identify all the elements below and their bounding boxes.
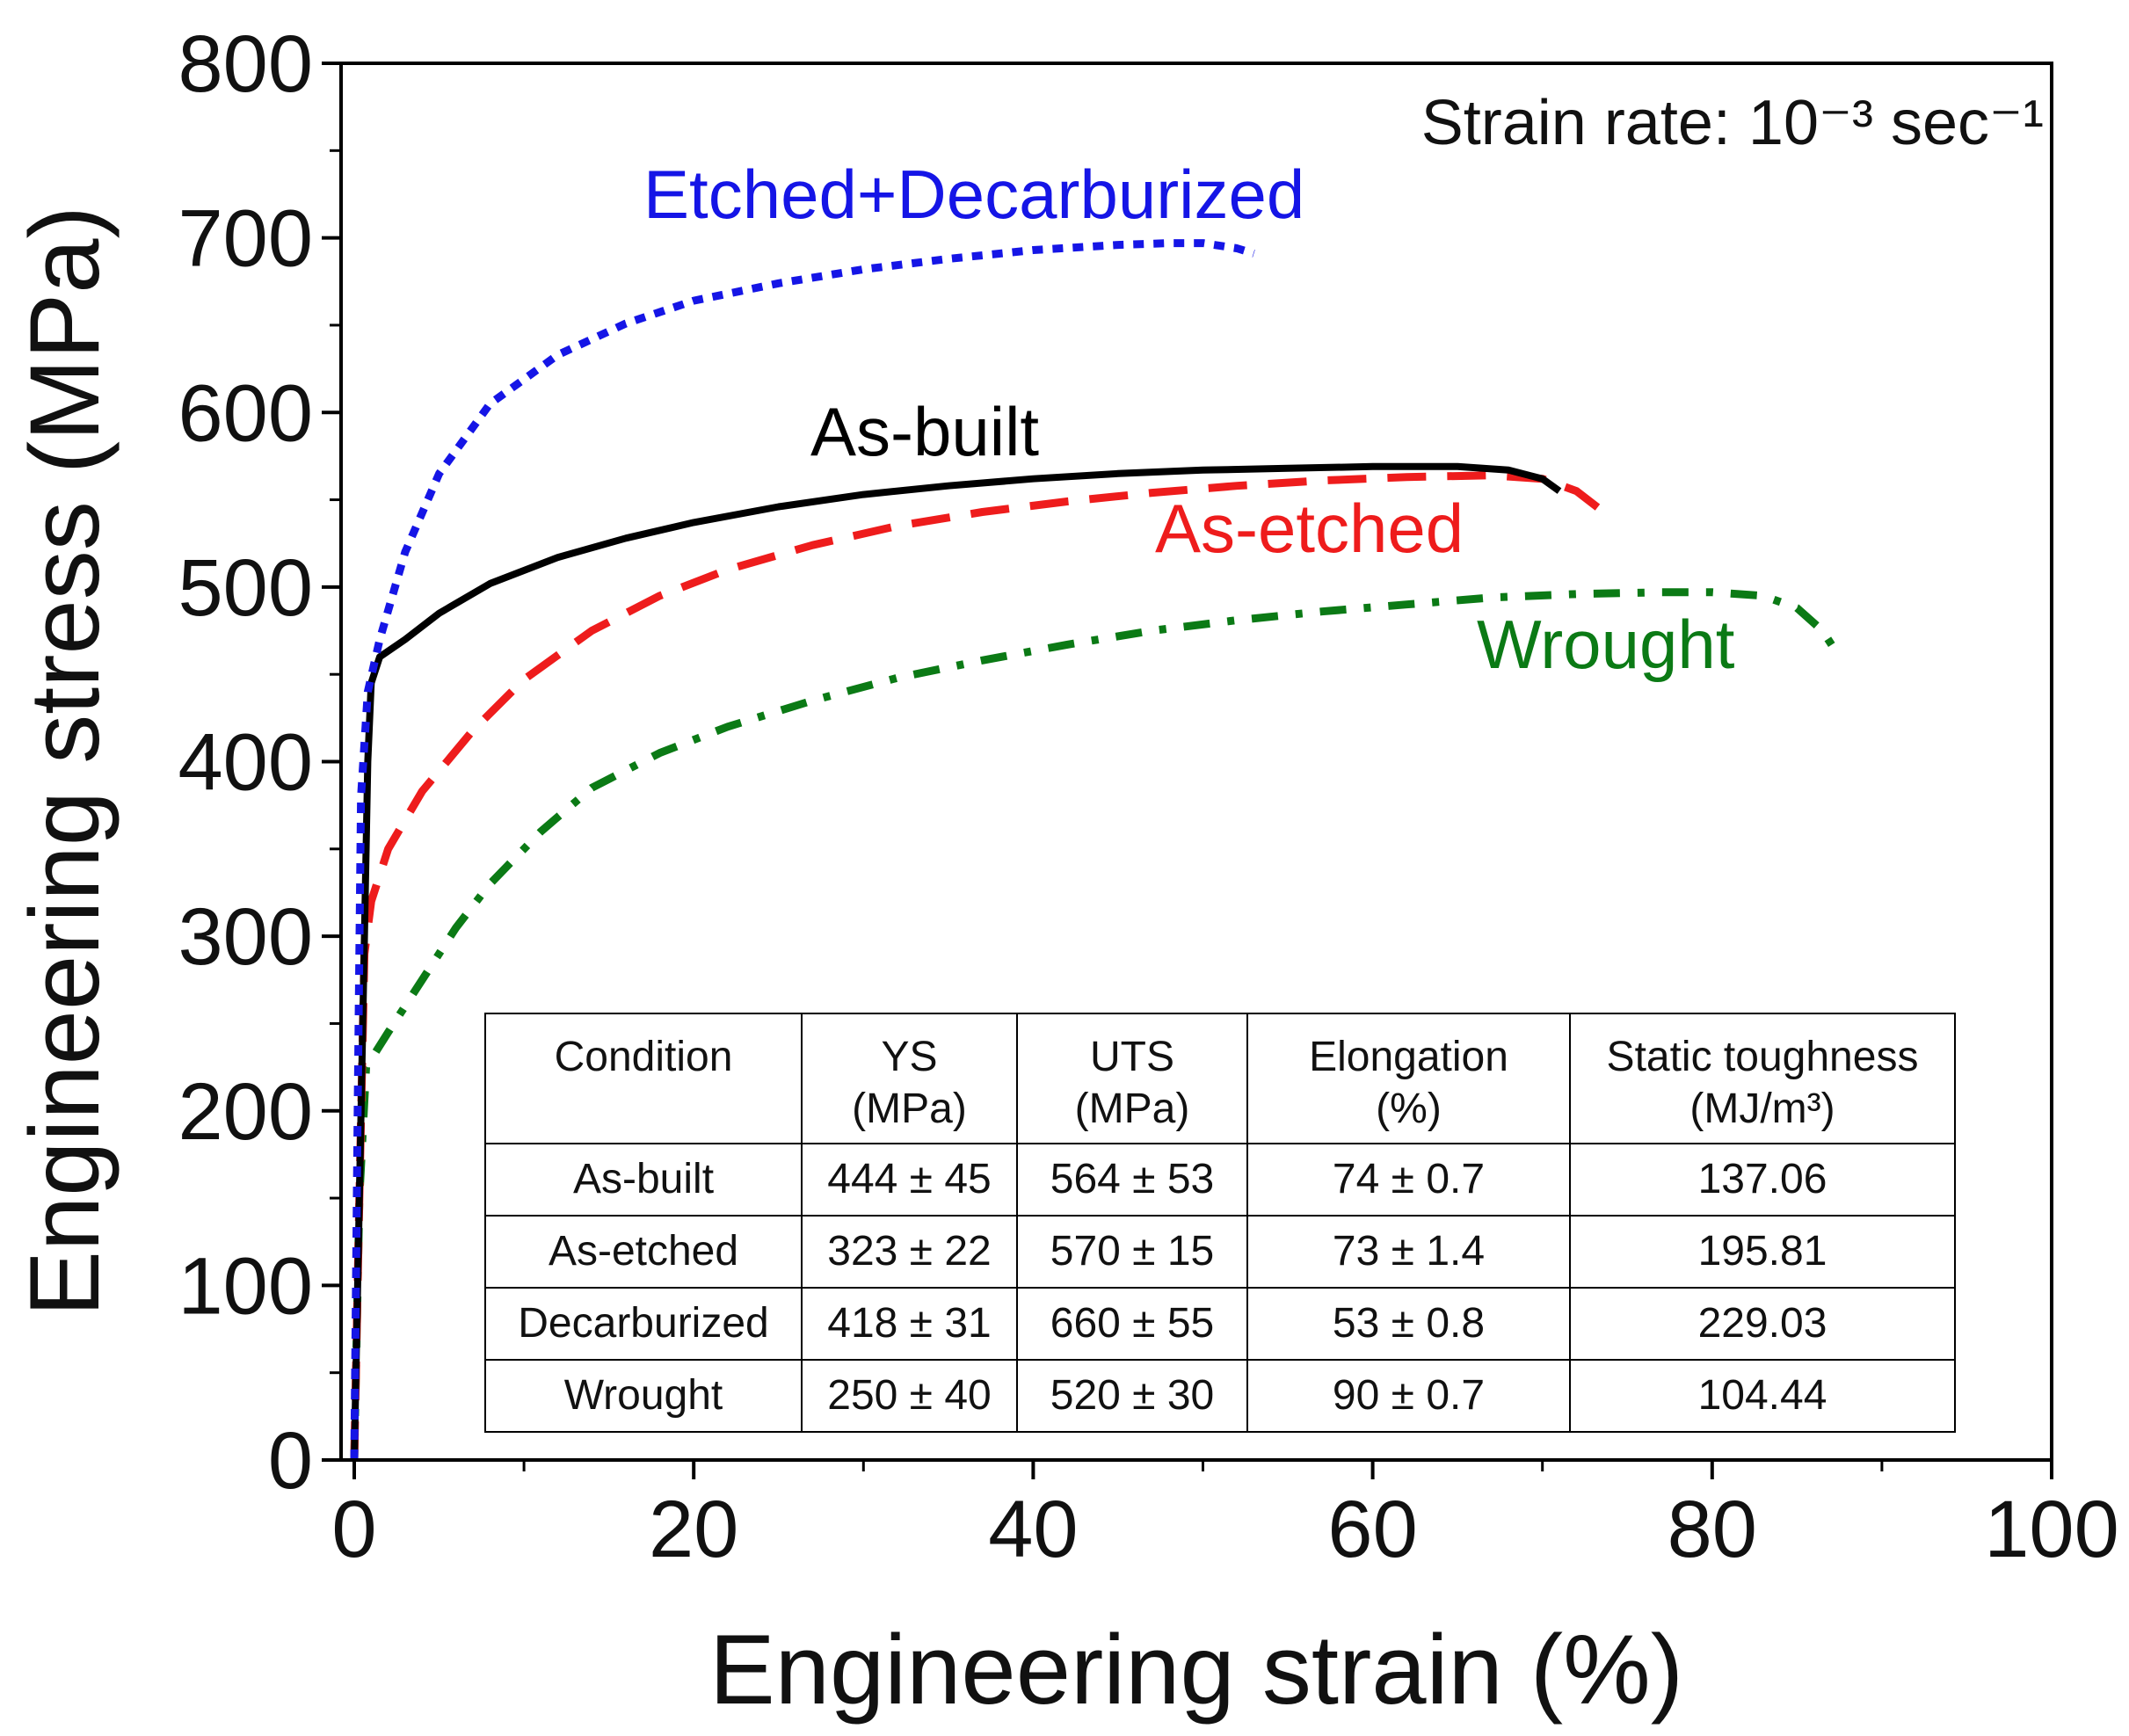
header-elongation: Elongation (%) [1246, 1013, 1571, 1144]
header-condition: Condition [484, 1013, 803, 1144]
table-row: As-etched 323 ± 22 570 ± 15 73 ± 1.4 195… [484, 1215, 1956, 1289]
x-tick-label: 100 [1984, 1485, 2119, 1574]
cell-ys: 250 ± 40 [801, 1359, 1018, 1433]
series-line-as-built [351, 462, 1562, 1461]
cell-ys: 444 ± 45 [801, 1143, 1018, 1217]
series-label-etched-decarburized: Etched+Decarburized [643, 156, 1304, 233]
cell-uts: 564 ± 53 [1016, 1143, 1248, 1217]
cell-uts: 520 ± 30 [1016, 1359, 1248, 1433]
strain-rate-annotation: Strain rate: 10⁻³ sec⁻¹ [1421, 88, 2044, 158]
y-tick-label: 500 [178, 543, 314, 633]
cell-ys: 323 ± 22 [801, 1215, 1018, 1289]
cell-toughness: 195.81 [1569, 1215, 1956, 1289]
y-tick-label: 0 [268, 1416, 313, 1506]
cell-ys: 418 ± 31 [801, 1287, 1018, 1361]
series-label-as-built: As-built [810, 393, 1039, 470]
y-tick-label: 800 [178, 19, 314, 109]
y-tick-label: 700 [178, 194, 314, 284]
x-axis-label: Engineering strain (%) [709, 1615, 1683, 1725]
table-row: Wrought 250 ± 40 520 ± 30 90 ± 0.7 104.4… [484, 1359, 1956, 1433]
series-line-as-etched [350, 471, 1613, 1461]
series-line-etched-decarburized [350, 239, 1255, 1461]
y-tick-label: 100 [178, 1241, 314, 1331]
y-tick-label: 600 [178, 368, 314, 458]
x-tick-label: 0 [331, 1485, 376, 1574]
cell-toughness: 104.44 [1569, 1359, 1956, 1433]
header-ys: YS (MPa) [801, 1013, 1018, 1144]
cell-toughness: 137.06 [1569, 1143, 1956, 1217]
series-label-as-etched: As-etched [1155, 490, 1464, 567]
cell-condition: As-etched [484, 1215, 803, 1289]
series-line-wrought [350, 588, 1843, 1461]
cell-elongation: 53 ± 0.8 [1246, 1287, 1571, 1361]
cell-elongation: 90 ± 0.7 [1246, 1359, 1571, 1433]
x-tick-label: 60 [1327, 1485, 1417, 1574]
header-static-toughness: Static toughness (MJ/m³) [1569, 1013, 1956, 1144]
cell-condition: As-built [484, 1143, 803, 1217]
table-row: Decarburized 418 ± 31 660 ± 55 53 ± 0.8 … [484, 1287, 1956, 1361]
cell-elongation: 74 ± 0.7 [1246, 1143, 1571, 1217]
y-tick-label: 200 [178, 1067, 314, 1157]
header-uts: UTS (MPa) [1016, 1013, 1248, 1144]
cell-toughness: 229.03 [1569, 1287, 1956, 1361]
x-tick-label: 80 [1668, 1485, 1757, 1574]
cell-condition: Decarburized [484, 1287, 803, 1361]
y-tick-label: 300 [178, 892, 314, 982]
y-axis-label: Engineering stress (MPa) [10, 206, 120, 1317]
x-tick-label: 20 [649, 1485, 738, 1574]
table-header-row: Condition YS (MPa) UTS (MPa) Elongation (%)… [484, 1013, 1956, 1144]
y-tick-label: 400 [178, 718, 314, 808]
cell-uts: 570 ± 15 [1016, 1215, 1248, 1289]
x-tick-label: 40 [988, 1485, 1078, 1574]
properties-table: Condition YS (MPa) UTS (MPa) Elongation (%)… [484, 1013, 1956, 1433]
series-label-wrought: Wrought [1477, 606, 1735, 683]
cell-elongation: 73 ± 1.4 [1246, 1215, 1571, 1289]
cell-uts: 660 ± 55 [1016, 1287, 1248, 1361]
table-row: As-built 444 ± 45 564 ± 53 74 ± 0.7 137.… [484, 1143, 1956, 1217]
cell-condition: Wrought [484, 1359, 803, 1433]
